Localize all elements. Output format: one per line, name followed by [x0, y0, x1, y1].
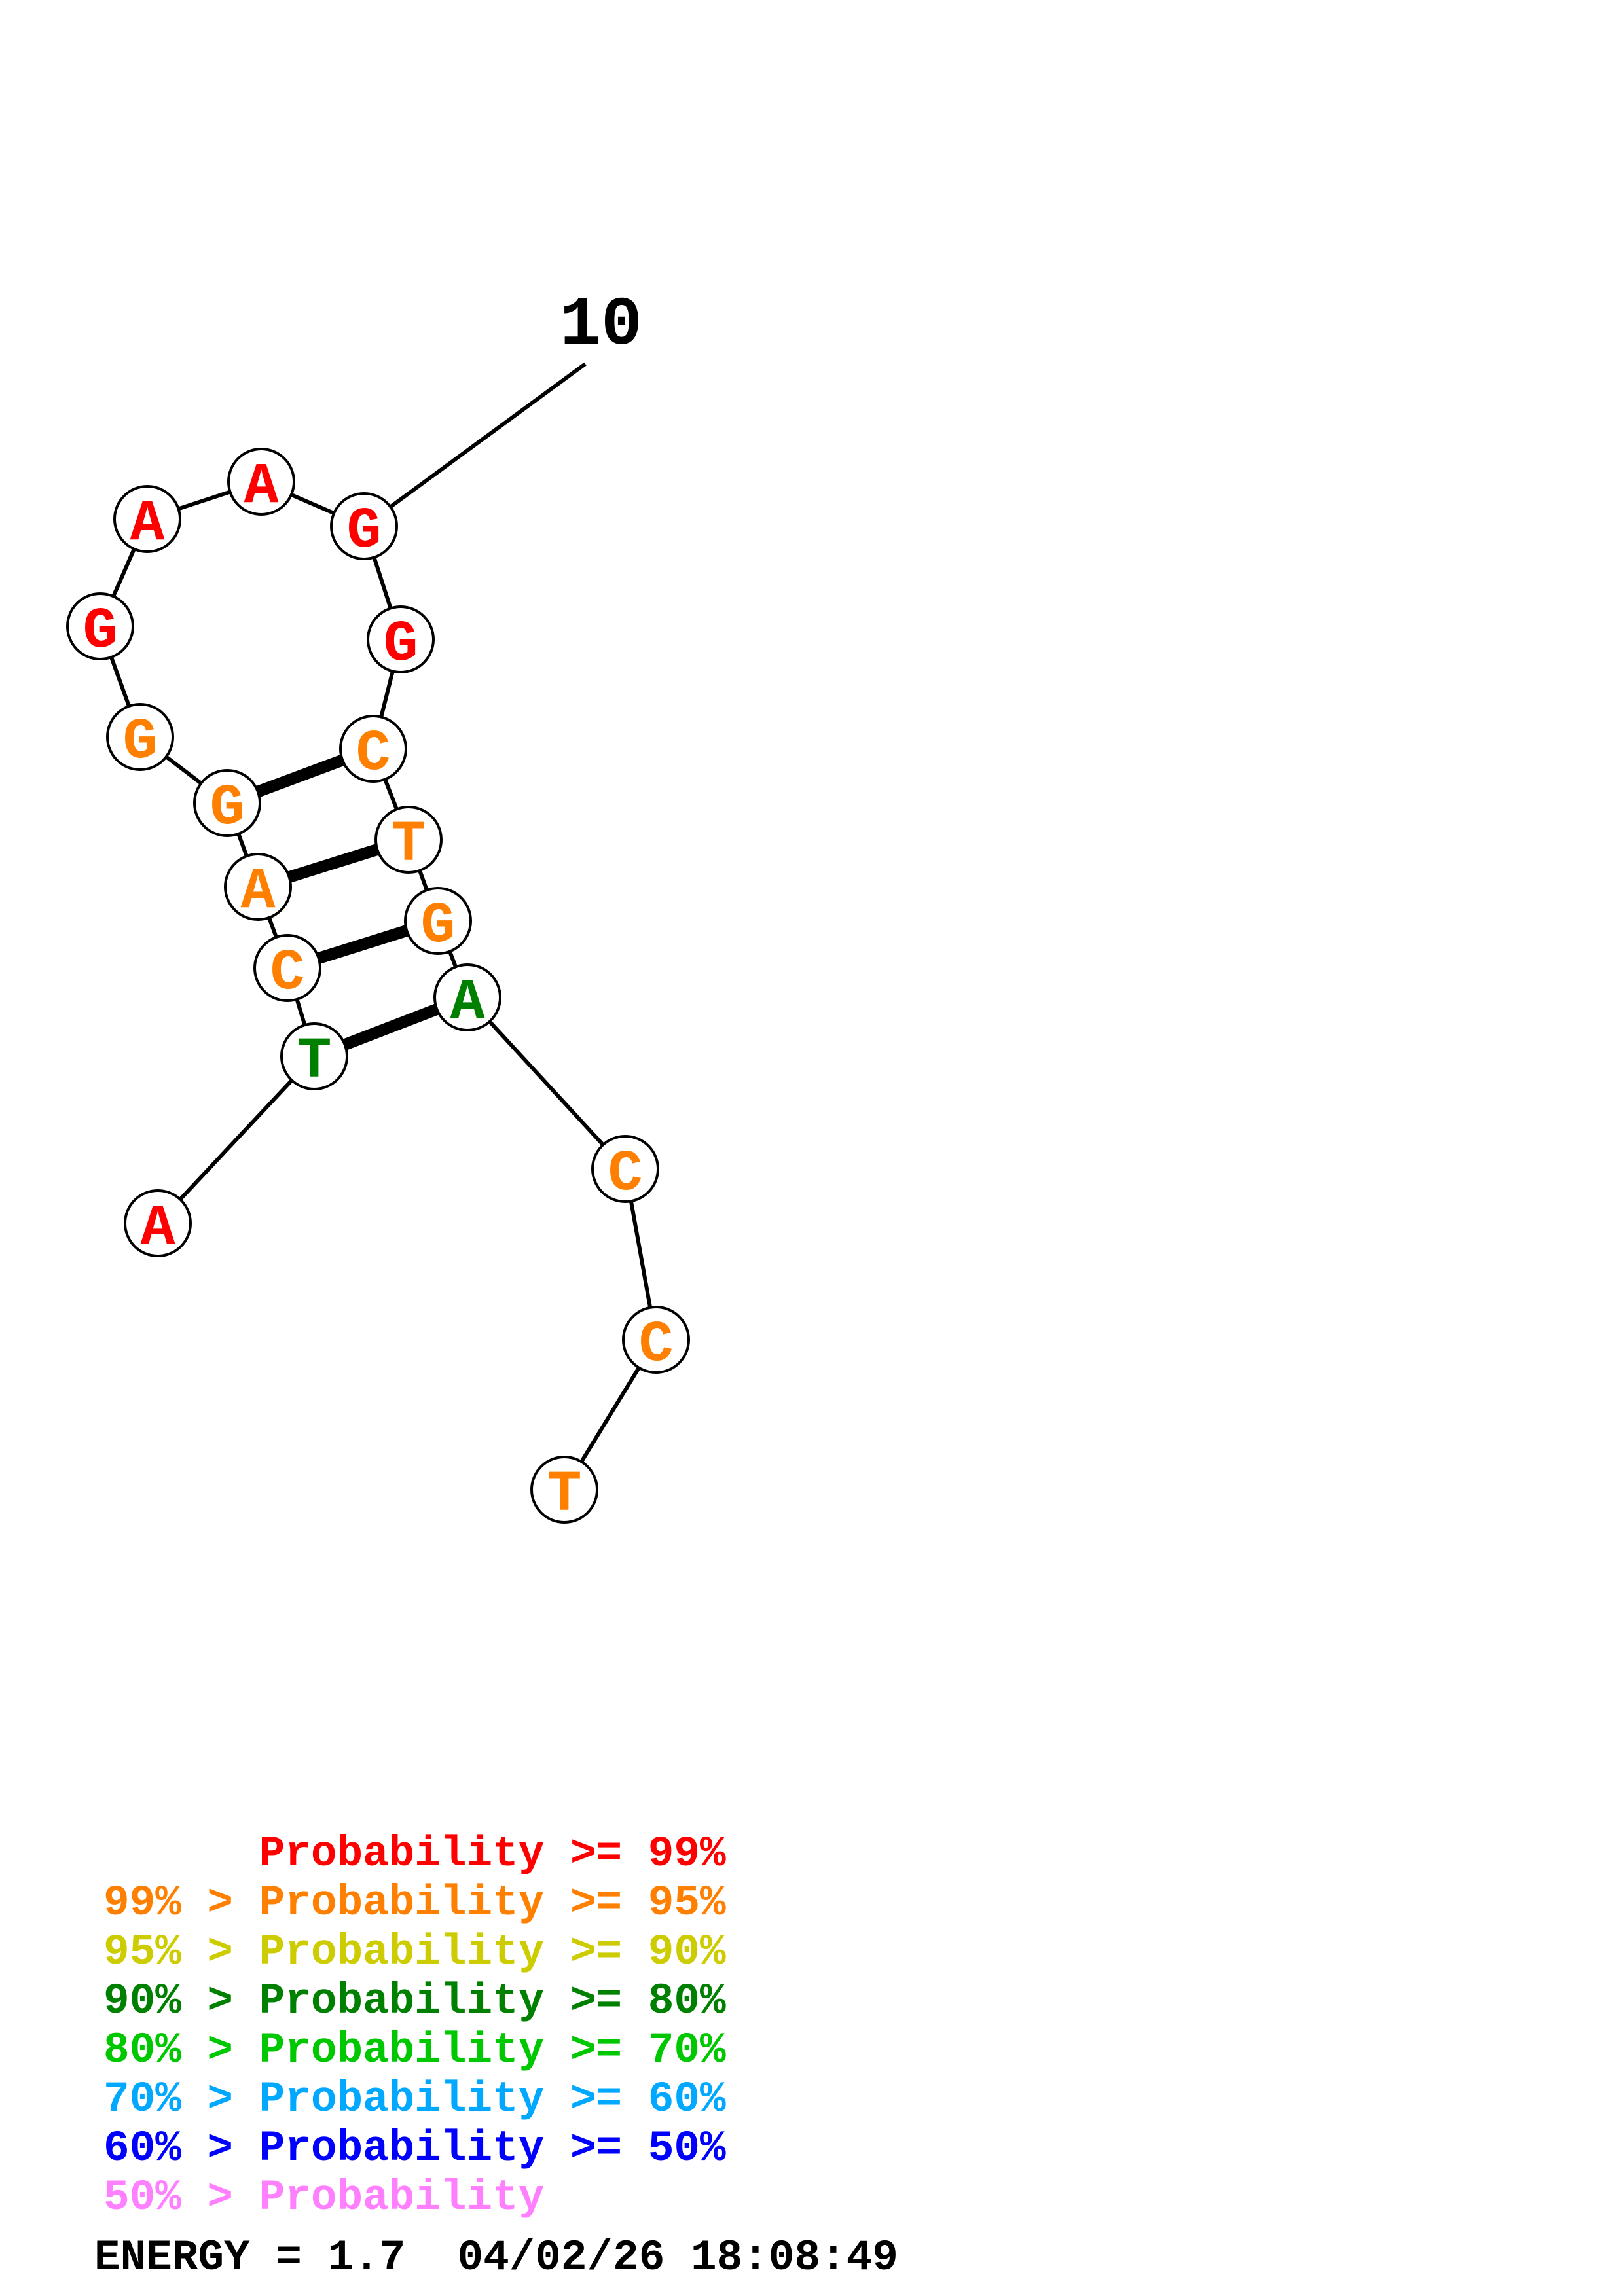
- nucleotide-base-17: C: [639, 1313, 674, 1378]
- energy-status-line: ENERGY = 1.7 04/02/26 18:08:49: [94, 2233, 898, 2282]
- nucleotide-base-13: T: [392, 813, 426, 878]
- nucleotide-base-7: G: [83, 600, 118, 664]
- nucleotide-circle-5: [193, 769, 261, 837]
- nucleotide-base-10: G: [347, 499, 382, 564]
- nucleotide-base-18: T: [547, 1463, 582, 1528]
- probability-legend: Probability >= 99% 99% > Probability >= 9…: [103, 1829, 726, 2222]
- nucleotide-circle-6: [106, 703, 174, 771]
- nucleotide-base-11: G: [384, 613, 418, 677]
- legend-line-6: 70% > Probability >= 60%: [103, 2075, 726, 2124]
- position-label-pointer-line: [363, 362, 587, 528]
- nucleotide-base-3: C: [270, 941, 305, 1006]
- backbone-line-1-2: [156, 1054, 316, 1225]
- nucleotide-base-12: C: [356, 722, 391, 787]
- legend-line-7: 60% > Probability >= 50%: [103, 2124, 726, 2173]
- legend-line-2: 99% > Probability >= 95%: [103, 1878, 726, 1928]
- legend-line-1: Probability >= 99%: [103, 1829, 726, 1878]
- nucleotide-circle-17: [622, 1306, 690, 1374]
- nucleotide-circle-16: [591, 1135, 659, 1203]
- nucleotide-circle-12: [339, 715, 407, 783]
- nucleotide-circle-13: [374, 806, 443, 874]
- nucleotide-circle-14: [404, 887, 472, 955]
- legend-line-3: 95% > Probability >= 90%: [103, 1928, 726, 1977]
- nucleotide-circle-3: [253, 934, 321, 1002]
- nucleotide-circle-2: [280, 1022, 348, 1090]
- nucleotide-base-9: A: [244, 455, 279, 520]
- nucleotide-base-5: G: [210, 776, 245, 841]
- nucleotide-circle-4: [224, 853, 292, 921]
- nucleotide-circle-10: [330, 492, 398, 560]
- nucleotide-circle-8: [113, 485, 181, 553]
- nucleotide-base-16: C: [608, 1142, 643, 1207]
- legend-line-4: 90% > Probability >= 80%: [103, 1977, 726, 2026]
- nucleotide-base-14: G: [421, 894, 456, 959]
- nucleotide-circle-9: [227, 448, 295, 516]
- backbone-line-15-16: [465, 996, 627, 1171]
- nucleotide-base-2: T: [297, 1030, 332, 1094]
- nucleotide-base-15: A: [450, 971, 485, 1035]
- nucleotide-base-4: A: [241, 860, 276, 925]
- nucleotide-circle-18: [530, 1456, 598, 1524]
- legend-line-5: 80% > Probability >= 70%: [103, 2026, 726, 2075]
- nucleotide-base-1: A: [141, 1196, 175, 1261]
- nucleotide-base-8: A: [130, 492, 165, 557]
- position-label-10: 10: [560, 287, 642, 365]
- nucleotide-base-6: G: [123, 710, 158, 775]
- legend-line-8: 50% > Probability: [103, 2173, 545, 2222]
- nucleotide-circle-15: [433, 963, 501, 1031]
- nucleotide-circle-11: [367, 605, 435, 673]
- nucleotide-circle-7: [66, 592, 134, 660]
- nucleotide-circle-1: [124, 1189, 192, 1257]
